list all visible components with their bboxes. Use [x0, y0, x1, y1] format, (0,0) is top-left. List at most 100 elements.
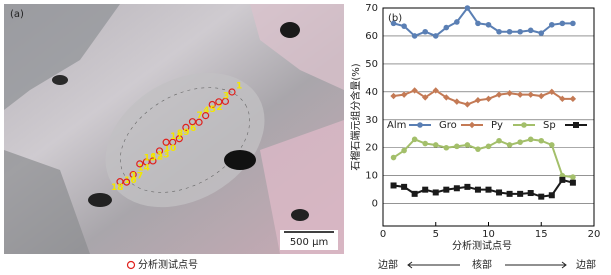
- legend-label: Py: [491, 120, 503, 131]
- point: [422, 94, 429, 101]
- analysis-point: [215, 98, 223, 106]
- point: [559, 20, 566, 27]
- point-number: 16: [124, 176, 137, 186]
- point: [517, 28, 523, 35]
- point: [538, 30, 545, 36]
- point: [390, 92, 397, 100]
- legend-label: Gro: [439, 120, 457, 131]
- analysis-point: [182, 123, 190, 132]
- analysis-point: [195, 118, 203, 126]
- footer-arrows: [407, 261, 567, 269]
- point-number: 5: [210, 105, 216, 115]
- point: [527, 136, 534, 143]
- point: [401, 183, 408, 190]
- photo-legend: 分析测试点号: [138, 258, 198, 271]
- point: [549, 21, 555, 28]
- analysis-point: [136, 160, 144, 168]
- point: [506, 28, 513, 35]
- point-number: 4: [203, 106, 209, 116]
- x-tick-label: 15: [535, 229, 548, 240]
- point: [454, 143, 460, 150]
- point: [485, 143, 492, 150]
- point: [485, 186, 492, 193]
- x-tick-label: 10: [482, 229, 495, 240]
- point: [485, 95, 492, 103]
- point: [474, 97, 482, 104]
- point: [411, 33, 418, 39]
- point: [475, 146, 481, 152]
- point: [464, 5, 471, 11]
- point-number: 9: [183, 128, 189, 138]
- point: [569, 179, 576, 186]
- x-tick-label: 20: [588, 229, 601, 240]
- point: [401, 147, 407, 154]
- x-axis-title: 分析测试点号: [452, 239, 512, 252]
- scale-bar-label: 500 μm: [290, 237, 328, 248]
- y-axis-title: 石榴石端元组分含量(%): [349, 63, 362, 170]
- point: [496, 28, 502, 35]
- legend-marker: [417, 122, 423, 128]
- footer-center: 核部: [472, 258, 492, 271]
- point: [496, 189, 503, 196]
- point: [432, 189, 439, 196]
- legend-label: Alm: [387, 120, 406, 131]
- analysis-point: [221, 97, 230, 105]
- point: [559, 95, 566, 103]
- legend-label: Sp: [543, 120, 556, 131]
- analysis-point: [155, 147, 164, 155]
- point: [422, 28, 429, 35]
- point-number: 14: [137, 163, 150, 173]
- analysis-point: [202, 112, 210, 120]
- analysis-point: [208, 100, 216, 109]
- analysis-point: [142, 158, 150, 166]
- panel-label: (a): [10, 9, 24, 20]
- point: [475, 20, 481, 27]
- y-tick-label: 40: [365, 87, 378, 98]
- point: [569, 95, 577, 103]
- analysis-point: [162, 138, 170, 146]
- y-tick-label: 20: [365, 143, 378, 154]
- micrograph: [4, 4, 344, 254]
- y-tick-label: 50: [365, 59, 378, 70]
- point: [453, 98, 461, 105]
- point: [401, 23, 407, 29]
- point: [548, 88, 555, 96]
- point: [538, 92, 545, 100]
- point-number: 12: [151, 152, 164, 162]
- point: [506, 142, 513, 148]
- point-number: 13: [157, 150, 170, 160]
- point: [443, 186, 450, 193]
- point: [390, 182, 397, 189]
- point: [443, 144, 450, 151]
- point: [400, 91, 408, 98]
- footer-right: 边部: [576, 258, 596, 271]
- point: [559, 176, 566, 183]
- point: [527, 190, 534, 197]
- point: [527, 27, 534, 34]
- point: [422, 186, 429, 193]
- point: [454, 19, 460, 25]
- point-number: 1: [236, 82, 242, 92]
- point: [464, 183, 471, 190]
- analysis-point: [116, 178, 124, 186]
- point-number: 2: [216, 103, 222, 113]
- point-number: 18: [111, 183, 124, 193]
- legend-marker: [573, 122, 579, 128]
- x-tick-label: 0: [380, 229, 386, 240]
- series-line: [393, 6, 573, 38]
- point: [516, 91, 524, 98]
- analysis-point: [122, 178, 131, 186]
- point: [453, 185, 460, 192]
- series-line: [392, 138, 574, 179]
- point: [506, 190, 513, 197]
- point: [527, 91, 534, 98]
- point: [517, 139, 523, 145]
- point: [548, 192, 555, 199]
- analysis-point: [149, 157, 157, 165]
- point: [411, 136, 418, 143]
- legend-marker: [468, 121, 476, 129]
- point: [538, 137, 545, 144]
- point-number: 10: [164, 144, 177, 154]
- x-tick-label: 5: [433, 229, 439, 240]
